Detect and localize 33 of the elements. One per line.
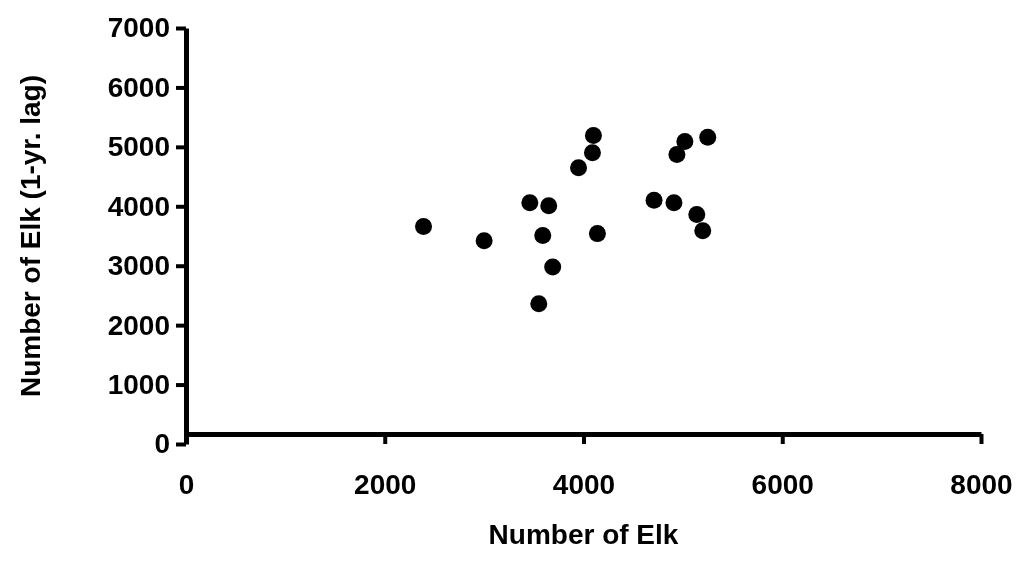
y-tick-label: 7000	[107, 12, 170, 44]
point	[583, 144, 601, 162]
x-tick-label: 4000	[552, 468, 616, 500]
point	[694, 222, 712, 240]
point	[668, 146, 686, 164]
point	[676, 133, 694, 151]
point	[665, 194, 683, 212]
point	[540, 197, 558, 215]
point	[570, 159, 588, 177]
point	[415, 217, 433, 235]
point	[688, 206, 706, 224]
y-tick-label: 6000	[107, 71, 170, 103]
y-axis-title: Number of Elk (1-yr. lag)	[15, 74, 46, 398]
y-tick-label: 1000	[107, 369, 170, 401]
y-tick-label: 5000	[107, 131, 170, 163]
point	[588, 225, 606, 243]
point	[475, 232, 493, 250]
y-tick-label: 3000	[107, 250, 170, 282]
y-tick-label: 2000	[107, 309, 170, 341]
point	[699, 128, 717, 146]
x-axis-title: Number of Elk	[488, 519, 679, 550]
x-tick-label: 6000	[751, 468, 814, 500]
point	[645, 191, 663, 209]
y-tick-label: 0	[154, 428, 170, 460]
point	[530, 295, 548, 313]
point	[544, 258, 562, 276]
point	[534, 226, 552, 244]
x-tick-label: 8000	[950, 468, 1013, 500]
y-tick-label: 4000	[107, 190, 170, 222]
x-tick-label: 0	[178, 468, 195, 500]
point	[521, 194, 539, 212]
point	[584, 127, 602, 145]
x-tick-label: 2000	[354, 468, 417, 500]
